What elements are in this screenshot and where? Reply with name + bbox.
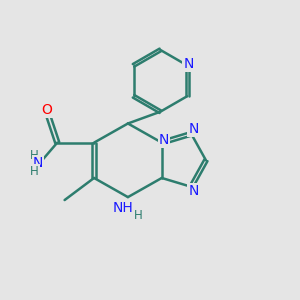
Text: N: N	[188, 184, 199, 198]
Text: N: N	[33, 156, 43, 170]
Text: N: N	[188, 122, 199, 136]
Text: H: H	[30, 165, 39, 178]
Text: N: N	[183, 57, 194, 71]
Text: H: H	[30, 148, 39, 161]
Text: NH: NH	[113, 201, 134, 215]
Text: N: N	[159, 133, 169, 147]
Text: H: H	[134, 209, 142, 222]
Text: O: O	[41, 103, 52, 117]
